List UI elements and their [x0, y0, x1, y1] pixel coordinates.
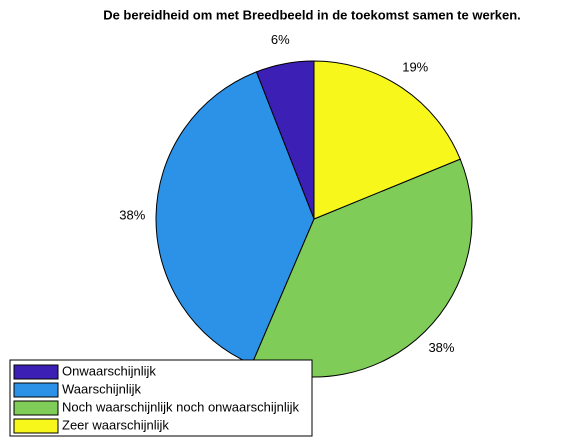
legend-swatch — [13, 382, 59, 398]
legend-swatch — [13, 364, 59, 380]
legend-label: Onwaarschijnlijk — [62, 363, 156, 378]
chart-title: De bereidheid om met Breedbeeld in de to… — [103, 7, 521, 22]
pie-slice — [155, 71, 315, 365]
legend-box — [9, 359, 313, 437]
legend-label: Noch waarschijnlijk noch onwaarschijnlij… — [62, 399, 299, 414]
pie-slice — [313, 60, 461, 220]
legend-swatch — [13, 400, 59, 416]
slice-label: 38% — [119, 208, 145, 223]
legend-label: Waarschijnlijk — [62, 381, 141, 396]
legend-swatch — [13, 418, 59, 434]
slice-label: 19% — [402, 60, 428, 75]
slice-label: 38% — [428, 340, 454, 355]
legend-label: Zeer waarschijnlijk — [62, 417, 169, 432]
slice-label: 6% — [271, 32, 290, 47]
